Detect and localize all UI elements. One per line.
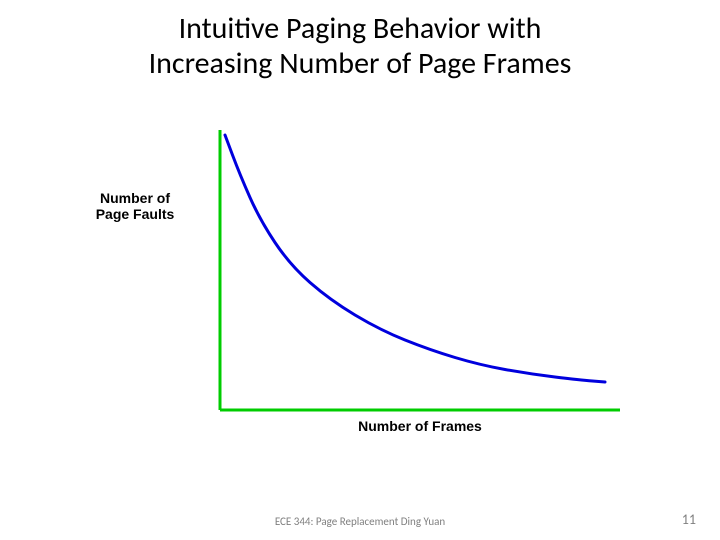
chart: Number of Page Faults Number of Frames bbox=[80, 130, 640, 470]
curve-page-faults bbox=[225, 135, 605, 382]
y-label-line-2: Page Faults bbox=[96, 206, 175, 222]
slide: Intuitive Paging Behavior with Increasin… bbox=[0, 0, 720, 540]
page-number: 11 bbox=[682, 511, 696, 528]
x-axis-label: Number of Frames bbox=[220, 418, 620, 434]
slide-title: Intuitive Paging Behavior with Increasin… bbox=[0, 12, 720, 81]
chart-svg bbox=[80, 130, 640, 440]
y-label-line-1: Number of bbox=[100, 190, 170, 206]
footer-text: ECE 344: Page Replacement Ding Yuan bbox=[0, 515, 720, 528]
y-axis-label: Number of Page Faults bbox=[80, 190, 190, 222]
title-line-2: Increasing Number of Page Frames bbox=[149, 45, 572, 82]
title-line-1: Intuitive Paging Behavior with bbox=[179, 10, 542, 47]
